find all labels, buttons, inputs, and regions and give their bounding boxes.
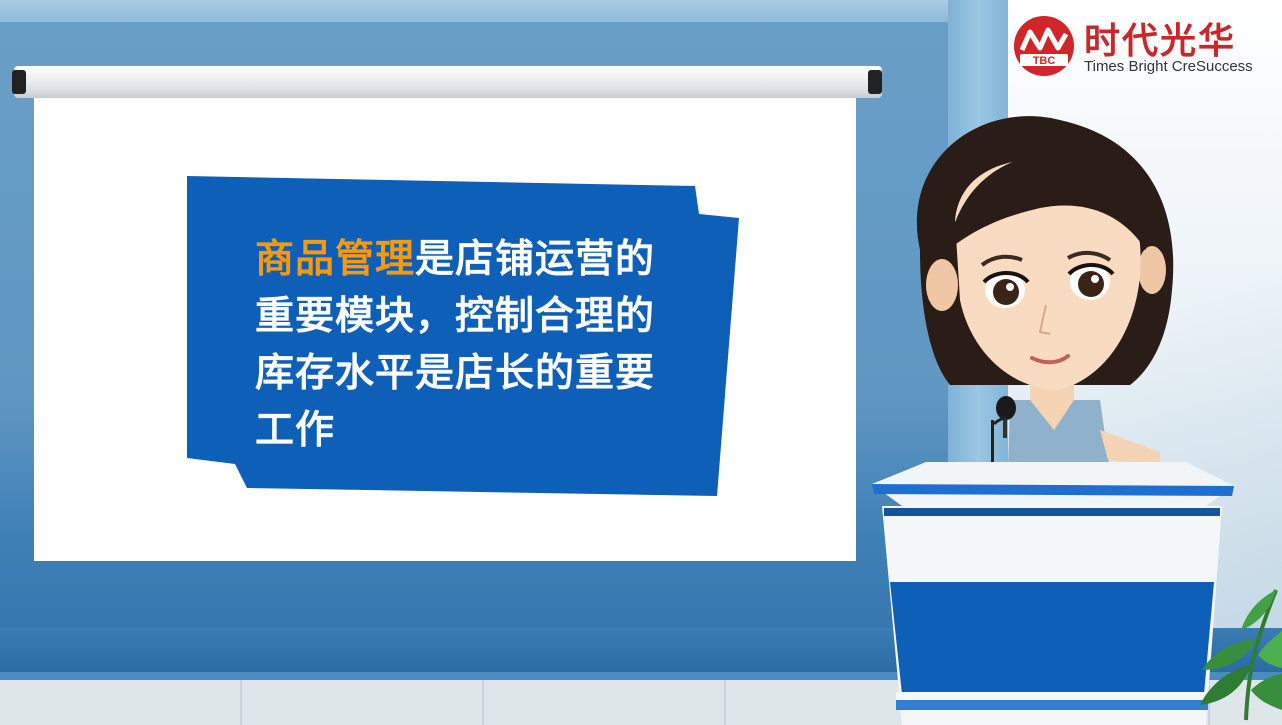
podium xyxy=(866,462,1238,725)
message-banner: 商品管理是店铺运营的重要模块，控制合理的库存水平是店长的重要工作 xyxy=(187,176,739,498)
baseboard-trim xyxy=(0,672,1282,680)
roller-cap-right xyxy=(868,70,882,94)
banner-shape xyxy=(187,176,739,496)
presenter-illustration xyxy=(916,116,1174,488)
logo-name-cn: 时代光华 xyxy=(1084,21,1237,62)
logo-mark-text: TBC xyxy=(1033,55,1056,67)
projection-screen-roller xyxy=(14,66,882,98)
plant-illustration xyxy=(1200,589,1282,721)
brand-logo: TBC 时代光华 Times Bright CreSuccess xyxy=(1012,12,1274,78)
banner-message: 商品管理是店铺运营的重要模块，控制合理的库存水平是店长的重要工作 xyxy=(255,231,685,459)
roller-cap-left xyxy=(12,70,26,94)
logo-mark-icon: TBC xyxy=(1014,16,1074,76)
logo-name-en: Times Bright CreSuccess xyxy=(1084,58,1253,75)
potted-plant xyxy=(1196,570,1282,725)
presenter-character xyxy=(860,100,1200,500)
banner-highlight: 商品管理 xyxy=(255,237,416,282)
podium-illustration xyxy=(872,462,1234,725)
banner-body: 是店铺运营的重要模块，控制合理的库存水平是店长的重要工作 xyxy=(255,237,656,453)
